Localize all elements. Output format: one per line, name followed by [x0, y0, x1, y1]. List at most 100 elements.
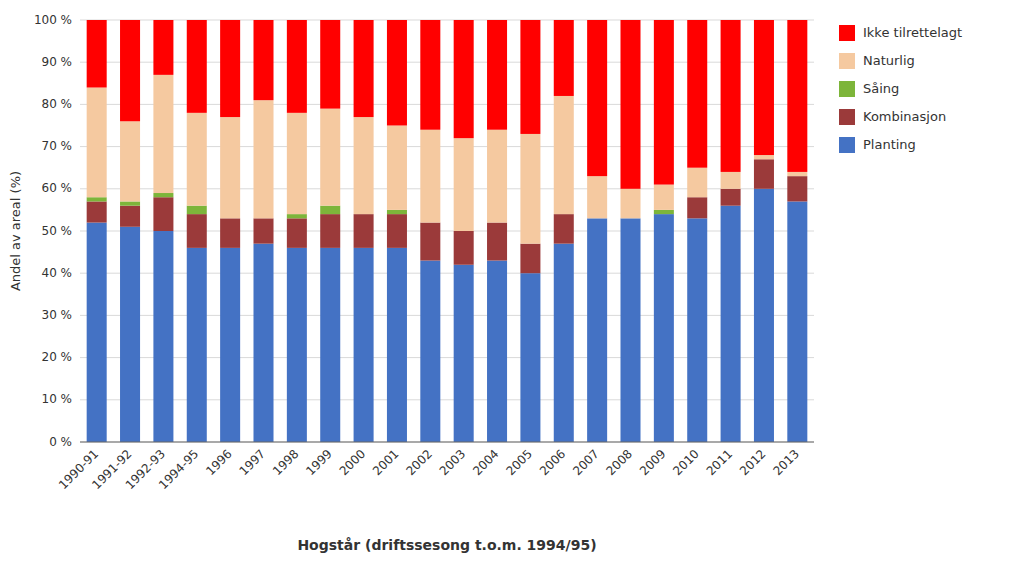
bar-segment	[554, 20, 574, 96]
bar-segment	[220, 20, 240, 117]
bar-segment	[187, 113, 207, 206]
bar-segment	[120, 227, 140, 442]
bar-segment	[87, 88, 107, 198]
bar-segment	[320, 206, 340, 214]
bar-segment	[220, 248, 240, 442]
bar-segment	[721, 172, 741, 189]
grid-line	[80, 442, 814, 443]
bar-segment	[87, 223, 107, 442]
bar-segment	[754, 20, 774, 155]
bar-segment	[87, 201, 107, 222]
y-tick-label: 30 %	[42, 308, 73, 322]
bar-segment	[654, 214, 674, 442]
x-tick-label: 1997	[237, 447, 268, 478]
bar-segment	[554, 96, 574, 214]
bar-segment	[687, 20, 707, 168]
y-axis: 0 %10 %20 %30 %40 %50 %60 %70 %80 %90 %1…	[34, 13, 72, 449]
bar-segment	[153, 231, 173, 442]
legend-label: Kombinasjon	[863, 109, 946, 124]
bar-segment	[721, 189, 741, 206]
bar-segment	[287, 20, 307, 113]
bar-segment	[487, 20, 507, 130]
x-tick-label: 2006	[537, 447, 568, 478]
bar-segment	[354, 20, 374, 117]
bar-segment	[754, 159, 774, 189]
bar-segment	[454, 138, 474, 231]
x-tick-label: 1998	[270, 447, 301, 478]
bar-segment	[153, 75, 173, 193]
bar-segment	[287, 214, 307, 218]
bar-segment	[520, 244, 540, 274]
bar-segment	[287, 248, 307, 442]
bar-segment	[87, 20, 107, 88]
bar-segment	[787, 176, 807, 201]
bar-segment	[487, 130, 507, 223]
bar-segment	[487, 261, 507, 442]
bar-segment	[420, 130, 440, 223]
bar-segment	[187, 206, 207, 214]
bar-segment	[721, 20, 741, 172]
bar-segment	[220, 218, 240, 248]
bar-segment	[587, 176, 607, 218]
x-tick-label: 2011	[704, 447, 735, 478]
bar-segment	[287, 218, 307, 248]
x-tick-label: 2010	[670, 447, 701, 478]
bar-segment	[120, 201, 140, 205]
bar-segment	[354, 214, 374, 248]
y-tick-label: 50 %	[42, 224, 73, 238]
legend-swatch	[839, 109, 855, 125]
bar-segment	[654, 210, 674, 214]
bar-segment	[187, 20, 207, 113]
bar-segment	[320, 20, 340, 109]
bar-segment	[454, 231, 474, 265]
bar-segment	[354, 117, 374, 214]
bar-segment	[587, 20, 607, 176]
x-tick-label: 1999	[303, 447, 334, 478]
y-tick-label: 100 %	[34, 13, 72, 27]
bar-segment	[520, 134, 540, 244]
y-axis-label: Andel av areal (%)	[8, 171, 23, 291]
bar-segment	[487, 223, 507, 261]
bar-segment	[320, 109, 340, 206]
bar-segment	[787, 172, 807, 176]
y-tick-label: 10 %	[42, 392, 73, 406]
bar-segment	[120, 121, 140, 201]
bar-segment	[387, 214, 407, 248]
bar-segment	[253, 20, 273, 100]
bar-segment	[554, 244, 574, 442]
x-tick-label: 2003	[437, 447, 468, 478]
y-tick-label: 80 %	[42, 97, 73, 111]
bar-segment	[220, 117, 240, 218]
bar-segment	[654, 20, 674, 185]
bar-segment	[387, 20, 407, 126]
x-tick-label: 2009	[637, 447, 668, 478]
bar-segment	[320, 248, 340, 442]
legend-label: Såing	[863, 81, 899, 96]
bar-segment	[587, 218, 607, 442]
chart-container: 0 %10 %20 %30 %40 %50 %60 %70 %80 %90 %1…	[0, 0, 1024, 562]
x-tick-label: 2001	[370, 447, 401, 478]
x-tick-label: 2004	[470, 447, 501, 478]
chart-svg: 0 %10 %20 %30 %40 %50 %60 %70 %80 %90 %1…	[0, 0, 1024, 562]
bar-segment	[687, 218, 707, 442]
x-tick-label: 2012	[737, 447, 768, 478]
x-axis: 1990-911991-921992-931994-95199619971998…	[56, 442, 814, 492]
legend-swatch	[839, 81, 855, 97]
x-axis-line	[80, 442, 814, 443]
bar-segment	[721, 206, 741, 442]
bar-segment	[387, 248, 407, 442]
y-tick-label: 90 %	[42, 55, 73, 69]
bar-segment	[87, 197, 107, 201]
bar-segment	[420, 261, 440, 442]
x-tick-label: 2007	[570, 447, 601, 478]
legend-label: Ikke tilrettelagt	[863, 25, 962, 40]
series-bars	[87, 193, 674, 218]
bar-segment	[620, 189, 640, 219]
x-tick-label: 2013	[770, 447, 801, 478]
bar-segment	[787, 201, 807, 442]
bar-segment	[687, 168, 707, 198]
bar-segment	[187, 248, 207, 442]
bar-segment	[687, 197, 707, 218]
bar-segment	[420, 223, 440, 261]
x-tick-label: 2005	[504, 447, 535, 478]
